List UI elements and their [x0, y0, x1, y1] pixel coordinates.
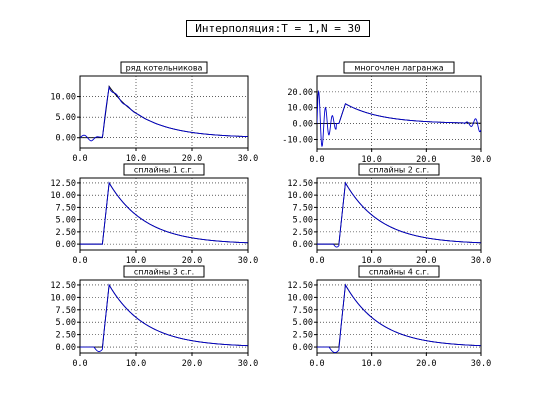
y-tick-label: 12.50: [50, 179, 76, 189]
panel-title: ряд котельникова: [126, 64, 203, 73]
x-tick-label: 10.0: [126, 359, 146, 369]
panel-title: сплайны 4 с.г.: [369, 268, 429, 277]
y-tick-label: 10.00: [50, 191, 76, 201]
y-tick-label: 0.00: [293, 240, 313, 250]
y-tick-label: 0.00: [56, 134, 76, 144]
panel-title-box: [343, 61, 455, 74]
plot-frame: [79, 75, 249, 149]
y-tick-label: 5.00: [56, 318, 76, 328]
panel-title-box: [120, 61, 208, 74]
y-tick-label: 0.00: [293, 343, 313, 353]
plot-frame: [79, 177, 249, 251]
y-tick-label: 7.50: [56, 306, 76, 316]
x-tick-label: 30.0: [238, 256, 258, 266]
y-tick-label: 12.50: [287, 179, 313, 189]
y-tick-label: 12.50: [50, 281, 76, 291]
y-tick-label: 0.00: [56, 240, 76, 250]
series-line-interpolation: [80, 283, 248, 352]
series-line-interpolation: [80, 85, 248, 142]
y-tick-label: 2.50: [56, 331, 76, 341]
y-tick-label: 7.50: [293, 306, 313, 316]
x-tick-label: 20.0: [416, 155, 436, 165]
series-line-interpolation: [317, 181, 481, 248]
x-tick-label: 10.0: [361, 256, 381, 266]
panel-title: сплайны 3 с.г.: [134, 268, 194, 277]
x-tick-label: 0.0: [72, 154, 87, 164]
y-tick-label: 7.50: [293, 203, 313, 213]
y-tick-label: 5.00: [56, 113, 76, 123]
chart-panel: 0.0 10.0 20.0 30.0 0.00 2.50 5.00 7.50 10.00 12.5…: [287, 265, 491, 369]
chart-panel: 0.0 10.0 20.0 30.0 0.00 2.50 5.00 7.50 10.00 12.5…: [287, 163, 491, 266]
x-tick-label: 30.0: [238, 359, 258, 369]
x-tick-label: 10.0: [126, 256, 146, 266]
panel-title-box: [358, 163, 440, 176]
y-tick-label: 5.00: [293, 216, 313, 226]
y-tick-label: 2.50: [293, 331, 313, 341]
panel-title: сплайны 1 с.г.: [134, 166, 194, 175]
chart-panel: 0.0 10.0 20.0 30.0 0.00 5.00 10.00 ряд котельни…: [50, 61, 258, 164]
series-line-source: [80, 181, 248, 245]
x-tick-label: 0.0: [72, 256, 87, 266]
series-line-interpolation: [317, 89, 481, 147]
y-tick-label: 10.00: [50, 293, 76, 303]
page-title: Интерполяция:T = 1,N = 30: [186, 20, 370, 37]
x-tick-label: 0.0: [309, 256, 324, 266]
x-tick-label: 0.0: [309, 155, 324, 165]
y-tick-label: 5.00: [56, 216, 76, 226]
plot-frame: [79, 279, 249, 354]
series-line-source: [317, 283, 481, 348]
x-tick-label: 20.0: [416, 256, 436, 266]
y-tick-label: 10.00: [287, 191, 313, 201]
series-line-source: [317, 181, 481, 245]
plot-frame: [316, 75, 482, 150]
y-tick-label: 10.00: [50, 93, 76, 103]
x-tick-label: 10.0: [361, 359, 381, 369]
x-tick-label: 0.0: [309, 359, 324, 369]
y-tick-label: 10.00: [287, 104, 313, 114]
plot-frame: [316, 177, 482, 251]
panel-title-box: [123, 163, 205, 176]
panel-title: многочлен лагранжа: [354, 64, 443, 73]
plot-frame: [316, 279, 482, 354]
x-tick-label: 30.0: [238, 154, 258, 164]
x-tick-label: 10.0: [361, 155, 381, 165]
y-tick-label: 2.50: [293, 228, 313, 238]
x-tick-label: 10.0: [126, 154, 146, 164]
series-line-source: [80, 283, 248, 348]
x-tick-label: 30.0: [471, 256, 491, 266]
chart-panel: 0.0 10.0 20.0 30.0 0.00 2.50 5.00 7.50 10.00 12.5…: [50, 265, 258, 369]
panel-title: сплайны 2 с.г.: [369, 166, 429, 175]
y-tick-label: -10.00: [282, 135, 313, 145]
y-tick-label: 20.00: [287, 88, 313, 98]
chart-panel: 0.0 10.0 20.0 30.0 0.00 2.50 5.00 7.50 10.00 12.5…: [50, 163, 258, 266]
x-tick-label: 20.0: [182, 256, 202, 266]
y-tick-label: 12.50: [287, 281, 313, 291]
panel-title-box: [358, 265, 440, 278]
x-tick-label: 30.0: [471, 359, 491, 369]
series-line-source: [317, 103, 481, 125]
series-line-interpolation: [80, 181, 248, 245]
y-tick-label: 7.50: [56, 203, 76, 213]
y-tick-label: 0.00: [56, 343, 76, 353]
x-tick-label: 20.0: [182, 359, 202, 369]
y-tick-label: 2.50: [56, 228, 76, 238]
x-tick-label: 30.0: [471, 155, 491, 165]
y-tick-label: 10.00: [287, 293, 313, 303]
chart-panel: 0.0 10.0 20.0 30.0 -10.00 0.00 10.00 20.00 много…: [282, 61, 491, 165]
panel-title-box: [123, 265, 205, 278]
x-tick-label: 20.0: [182, 154, 202, 164]
x-tick-label: 0.0: [72, 359, 87, 369]
x-tick-label: 20.0: [416, 359, 436, 369]
y-tick-label: 5.00: [293, 318, 313, 328]
series-line-interpolation: [317, 283, 481, 353]
y-tick-label: 0.00: [293, 120, 313, 130]
